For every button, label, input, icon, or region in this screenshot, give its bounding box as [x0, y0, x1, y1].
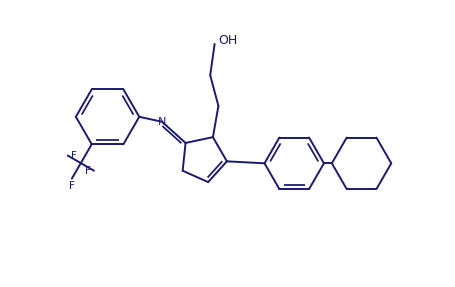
Text: N: N [157, 117, 166, 127]
Text: F: F [69, 181, 75, 191]
Text: OH: OH [218, 34, 238, 47]
Text: F: F [71, 150, 76, 160]
Text: F: F [85, 166, 91, 176]
